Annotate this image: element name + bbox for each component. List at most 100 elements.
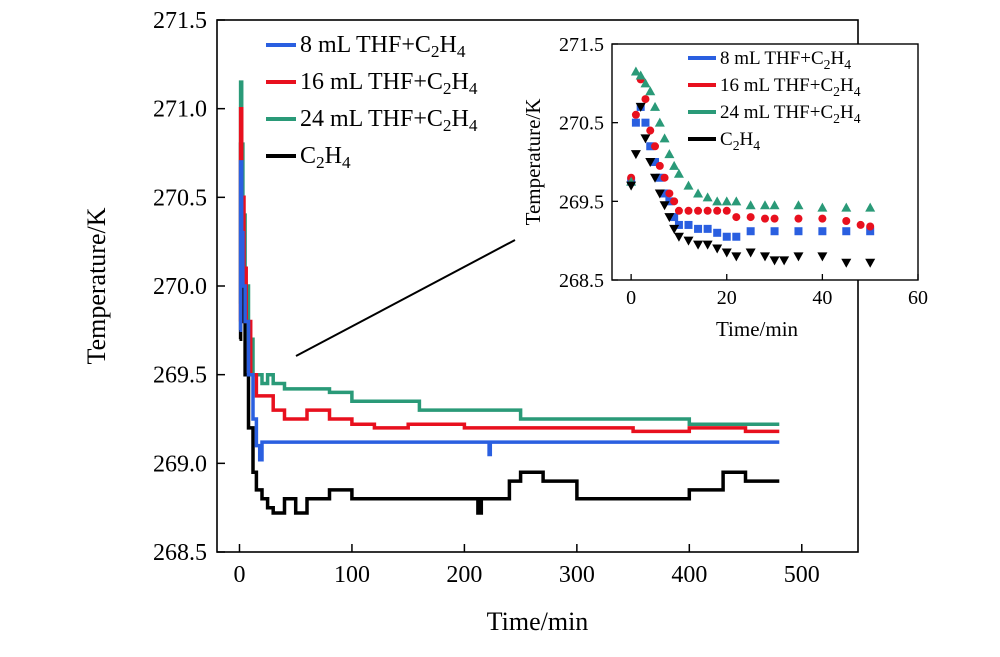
inset-series-0-point bbox=[818, 227, 827, 236]
inset-series-3-point bbox=[659, 201, 670, 211]
main-x-tick-label: 300 bbox=[559, 562, 595, 588]
main-axis-ticks: 0 100 200 300 400 500268.5269.0269.5270.0270.… bbox=[153, 8, 820, 588]
inset-series-1-point bbox=[631, 110, 640, 119]
inset-series-2-point bbox=[865, 202, 876, 212]
main-x-tick-label: 400 bbox=[671, 562, 707, 588]
inset-series-2-point bbox=[841, 202, 852, 212]
inset-legend-label: 8 mL THF+C2H4 bbox=[720, 48, 851, 72]
inset-series-2-point bbox=[793, 200, 804, 210]
inset-series-3-point bbox=[635, 102, 646, 112]
inset-legend-label: C2H4 bbox=[720, 129, 760, 153]
inset-series-1-point bbox=[660, 173, 669, 182]
inset-series-3-point bbox=[760, 252, 770, 262]
inset-series-1-point bbox=[694, 206, 703, 215]
inset-series-2-point bbox=[673, 168, 684, 178]
inset-legend: 8 mL THF+C2H4 16 mL THF+C2H4 24 mL THF+C2H… bbox=[688, 48, 861, 153]
main-y-tick-label: 270.0 bbox=[153, 274, 207, 300]
inset-series-2-point bbox=[683, 180, 694, 190]
main-legend: 8 mL THF+C2H4 16 mL THF+C2H4 24 mL THF+C2H… bbox=[266, 32, 478, 172]
inset-series-3-point bbox=[645, 158, 656, 167]
inset-series-1-point bbox=[651, 142, 660, 151]
inset-series-3-point bbox=[817, 252, 828, 262]
main-x-tick-label: 100 bbox=[334, 562, 370, 588]
inset-x-tick-label: 60 bbox=[908, 287, 928, 309]
inset-series-3-point bbox=[693, 240, 704, 250]
inset-series-2-point bbox=[702, 192, 713, 202]
inset-series-2-point bbox=[817, 202, 828, 212]
inset-legend-label: 24 mL THF+C2H4 bbox=[720, 102, 861, 126]
inset-series-1-point bbox=[761, 214, 769, 223]
inset-series-0-point bbox=[646, 142, 655, 151]
inset-series-2-point bbox=[654, 117, 665, 127]
inset-series-0-point bbox=[722, 232, 731, 241]
inset-series-3-point bbox=[769, 256, 780, 266]
inset-series-3-point bbox=[712, 244, 723, 254]
inset-series-1-point bbox=[674, 206, 683, 215]
inset-series-0-point bbox=[651, 158, 660, 166]
inset-series-0-point bbox=[684, 220, 693, 229]
main-y-tick-label: 271.5 bbox=[153, 8, 207, 34]
inset-series-3-point bbox=[865, 258, 876, 268]
inset-pointer-line bbox=[295, 239, 516, 357]
inset-series-0-point bbox=[770, 227, 779, 236]
inset-series-2-point bbox=[640, 78, 651, 88]
main-x-tick-label: 0 bbox=[233, 562, 245, 588]
inset-y-tick-label: 269.5 bbox=[559, 191, 604, 213]
inset-series-1-point bbox=[842, 217, 851, 225]
inset-series-2-point bbox=[669, 160, 680, 170]
inset-series-3-point bbox=[793, 252, 804, 262]
main-y-tick-label: 270.5 bbox=[153, 185, 207, 211]
inset-series-1-point bbox=[641, 95, 650, 104]
inset-series-1-point bbox=[856, 220, 865, 229]
inset-series-1-point bbox=[665, 189, 674, 198]
inset-axis-ticks: 0 20 40 60 268.5 269.5 270.5 271.5 bbox=[559, 34, 928, 309]
inset-series-0-point bbox=[641, 118, 650, 127]
main-x-tick-label: 200 bbox=[446, 562, 482, 588]
main-legend-label: 8 mL THF+C2H4 bbox=[300, 32, 466, 61]
inset-series-1-point bbox=[722, 206, 731, 215]
inset-series-3-point bbox=[673, 232, 684, 242]
inset-series-0-point bbox=[732, 232, 741, 241]
inset-series-2-point bbox=[659, 133, 670, 143]
inset-series-2-point bbox=[635, 70, 646, 80]
main-y-tick-label: 268.5 bbox=[153, 540, 207, 566]
inset-series-2-point bbox=[769, 200, 780, 210]
inset-series-3-point bbox=[640, 134, 651, 144]
inset-series-3-point bbox=[779, 256, 790, 266]
inset-series-3-point bbox=[630, 150, 641, 160]
inset-series-1-point bbox=[818, 214, 827, 223]
inset-series-0-point bbox=[746, 227, 755, 236]
inset-series-1-point bbox=[770, 214, 779, 223]
inset-series-group bbox=[626, 66, 876, 268]
inset-series-0-point bbox=[660, 189, 669, 198]
main-series-line-1 bbox=[238, 106, 780, 434]
inset-series-3-point bbox=[721, 248, 732, 258]
inset-series-0-point bbox=[655, 173, 664, 182]
main-x-tick-label: 500 bbox=[784, 562, 820, 588]
inset-plot-frame bbox=[611, 43, 919, 281]
inset-series-2-point bbox=[645, 86, 656, 96]
inset-series-0-point bbox=[694, 224, 703, 233]
main-series-line-0 bbox=[238, 160, 780, 462]
inset-series-0-point bbox=[866, 227, 875, 236]
main-x-axis-title: Time/min bbox=[487, 607, 589, 636]
inset-series-2-point bbox=[731, 196, 742, 206]
inset-series-2-point bbox=[693, 188, 704, 198]
inset-x-tick-label: 20 bbox=[717, 287, 737, 309]
inset-series-1-point bbox=[646, 126, 655, 135]
inset-series-3-point bbox=[664, 213, 675, 223]
inset-series-2-point bbox=[664, 149, 675, 159]
inset-series-1-point bbox=[684, 206, 693, 215]
inset-x-axis-title: Time/min bbox=[716, 317, 799, 341]
main-y-axis-title: Temperature/K bbox=[82, 207, 111, 364]
main-legend-label: 24 mL THF+C2H4 bbox=[300, 106, 478, 135]
main-y-tick-label: 269.5 bbox=[153, 363, 207, 389]
inset-y-tick-label: 270.5 bbox=[559, 113, 604, 135]
main-legend-label: C2H4 bbox=[300, 143, 351, 172]
inset-series-0-point bbox=[794, 227, 803, 236]
inset-series-3-point bbox=[702, 240, 713, 250]
inset-series-1-point bbox=[732, 213, 741, 222]
inset-series-2-point bbox=[630, 66, 641, 76]
